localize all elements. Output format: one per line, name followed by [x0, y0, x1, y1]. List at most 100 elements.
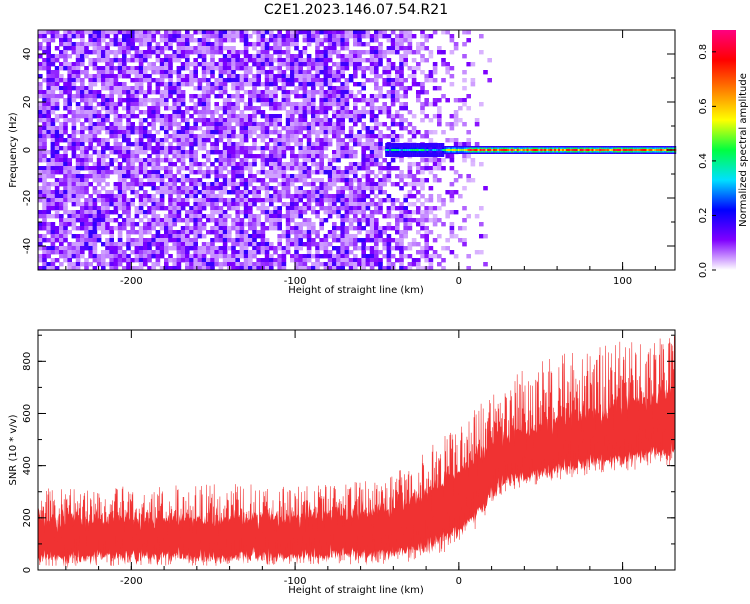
spectrogram-cell: [135, 70, 140, 74]
spectrogram-cell: [88, 142, 93, 146]
carrier-core: [456, 149, 458, 151]
spectrogram-cell: [433, 62, 438, 66]
spectrogram-cell: [340, 98, 345, 102]
spectrogram-cell: [193, 242, 198, 246]
spectrogram-cell: [286, 98, 291, 102]
spectrogram-cell: [46, 90, 51, 94]
spectrogram-cell: [361, 258, 366, 262]
spectrogram-cell: [408, 38, 413, 42]
spectrogram-cell: [324, 206, 329, 210]
spectrogram-cell: [349, 114, 354, 118]
carrier-core: [415, 149, 417, 151]
spectrogram-cell: [332, 210, 337, 214]
spectrogram-cell: [252, 218, 257, 222]
spectrogram-cell: [126, 214, 131, 218]
spectrogram-cell: [399, 234, 404, 238]
spectrogram-cell: [353, 174, 358, 178]
spectrogram-cell: [223, 226, 228, 230]
spectrogram-cell: [231, 54, 236, 58]
spectrogram-cell: [177, 150, 182, 154]
spectrogram-cell: [101, 178, 106, 182]
spectrogram-cell: [189, 114, 194, 118]
spectrogram-cell: [353, 166, 358, 170]
spectrogram-cell: [374, 94, 379, 98]
spectrogram-cell: [349, 62, 354, 66]
spectrogram-cell: [223, 38, 228, 42]
spectrogram-cell: [307, 110, 312, 114]
spectrogram-cell: [46, 98, 51, 102]
spectrogram-cell: [51, 198, 56, 202]
spectrogram-cell: [160, 222, 165, 226]
spectrogram-cell: [84, 186, 89, 190]
spectrogram-cell: [244, 194, 249, 198]
carrier-core: [582, 149, 584, 151]
spectrogram-cell: [437, 198, 442, 202]
spectrogram-cell: [101, 74, 106, 78]
spectrogram-cell: [349, 186, 354, 190]
spectrogram-cell: [172, 246, 177, 250]
spectrogram-cell: [147, 154, 152, 158]
spectrogram-cell: [147, 230, 152, 234]
spectrogram-cell: [412, 78, 417, 82]
spectrogram-cell: [332, 234, 337, 238]
spectrogram-cell: [353, 102, 358, 106]
spectrogram-cell: [244, 146, 249, 150]
carrier-core: [627, 149, 629, 151]
spectrogram-cell: [101, 126, 106, 130]
carrier-core: [603, 149, 605, 151]
spectrogram-cell: [340, 130, 345, 134]
spectrogram-cell: [63, 138, 68, 142]
spectrogram-cell: [403, 106, 408, 110]
spectrogram-cell: [450, 50, 455, 54]
spectrogram-cell: [282, 82, 287, 86]
spectrogram-cell: [269, 170, 274, 174]
spectrogram-cell: [210, 194, 215, 198]
spectrogram-cell: [240, 254, 245, 258]
spectrogram-cell: [135, 86, 140, 90]
spectrogram-cell: [420, 102, 425, 106]
spectrogram-cell: [118, 246, 123, 250]
spectrogram-cell: [399, 122, 404, 126]
spectrogram-cell: [63, 54, 68, 58]
spectrogram-cell: [42, 130, 47, 134]
spectrogram-cell: [72, 146, 77, 150]
spectrogram-cell: [189, 130, 194, 134]
spectrogram-cell: [42, 258, 47, 262]
spectrogram-cell: [101, 86, 106, 90]
spectrogram-cell: [109, 106, 114, 110]
spectrogram-cell: [164, 186, 169, 190]
spectrogram-cell: [261, 66, 266, 70]
spectrogram-cell: [303, 118, 308, 122]
spectrogram-cell: [252, 174, 257, 178]
spectrogram-cell: [349, 110, 354, 114]
spectrogram-cell: [328, 102, 333, 106]
spectrogram-cell: [143, 110, 148, 114]
spectrogram-cell: [370, 102, 375, 106]
spectrogram-cell: [198, 42, 203, 46]
spectrogram-cell: [151, 206, 156, 210]
spectrogram-cell: [315, 78, 320, 82]
spectrogram-cell: [219, 170, 224, 174]
spectrogram-cell: [189, 74, 194, 78]
spectrogram-cell: [214, 210, 219, 214]
spectrogram-cell: [223, 146, 228, 150]
spectrogram-cell: [349, 54, 354, 58]
spectrogram-cell: [80, 182, 85, 186]
spectrogram-cell: [151, 118, 156, 122]
spectrogram-cell: [164, 42, 169, 46]
spectrogram-cell: [130, 150, 135, 154]
spectrogram-cell: [126, 230, 131, 234]
spectrogram-cell: [391, 134, 396, 138]
spectrogram-cell: [286, 238, 291, 242]
spectrogram-cell: [332, 86, 337, 90]
spectrogram-cell: [387, 206, 392, 210]
spectrogram-cell: [93, 134, 98, 138]
spectrogram-cell: [294, 234, 299, 238]
spectrogram-cell: [366, 50, 371, 54]
spectrogram-cell: [84, 166, 89, 170]
spectrogram-cell: [168, 162, 173, 166]
spectrogram-cell: [193, 86, 198, 90]
spectrogram-cell: [340, 126, 345, 130]
spectrogram-cell: [298, 146, 303, 150]
spectrogram-cell: [357, 246, 362, 250]
